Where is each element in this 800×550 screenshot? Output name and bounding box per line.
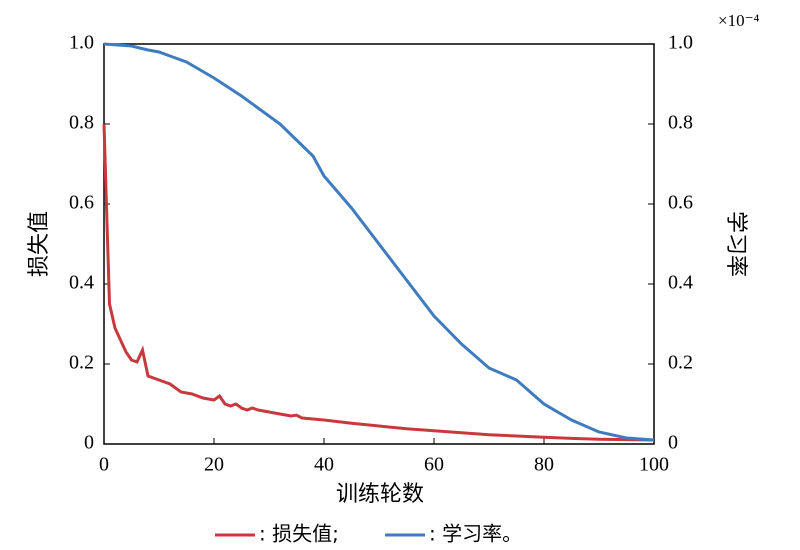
y-tick-label: 0.4: [69, 272, 94, 294]
series-line: [102, 123, 655, 442]
x-tick-label: 0: [99, 454, 109, 476]
y-tick-label: 0.6: [69, 192, 94, 214]
y2-tick-label: 0.4: [668, 272, 693, 294]
legend-label: : 损失值;: [259, 522, 339, 546]
y2-tick-label: 0.2: [668, 352, 693, 374]
plot-frame: [103, 43, 655, 445]
y2-tick-label: 0: [668, 432, 678, 454]
legend-label: : 学习率。: [429, 522, 522, 546]
y-tick-label: 1.0: [69, 32, 94, 54]
x-tick-label: 60: [424, 454, 444, 476]
y-tick-label: 0.8: [69, 112, 94, 134]
y2-multiplier: ×10⁻⁴: [718, 11, 760, 30]
x-tick-label: 80: [534, 454, 554, 476]
y2-axis-label: 学习率: [723, 211, 748, 277]
y2-tick-label: 0.8: [668, 112, 693, 134]
y-tick-label: 0.2: [69, 352, 94, 374]
x-axis-label: 训练轮数: [336, 482, 424, 507]
x-tick-label: 100: [639, 454, 669, 476]
series-line: [103, 42, 655, 442]
y-axis-label: 损失值: [27, 211, 52, 277]
y-tick-label: 0: [84, 432, 94, 454]
x-tick-label: 20: [204, 454, 224, 476]
y2-tick-label: 1.0: [668, 32, 693, 54]
y2-tick-label: 0.6: [668, 192, 693, 214]
x-tick-label: 40: [314, 454, 334, 476]
